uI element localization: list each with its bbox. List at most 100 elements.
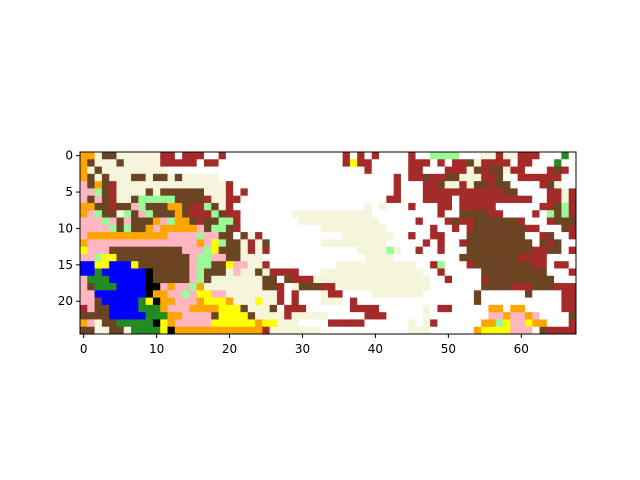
heatmap-cell bbox=[364, 166, 373, 175]
heatmap-cell bbox=[342, 268, 351, 277]
heatmap-cell bbox=[233, 297, 241, 306]
heatmap-cell bbox=[276, 290, 285, 298]
heatmap-cell bbox=[284, 246, 292, 255]
heatmap-cell bbox=[539, 275, 548, 284]
heatmap-cell bbox=[532, 181, 540, 189]
heatmap-cell bbox=[320, 152, 329, 160]
heatmap-cell bbox=[488, 253, 497, 262]
heatmap-cell bbox=[328, 173, 336, 182]
heatmap-cell bbox=[328, 297, 336, 306]
heatmap-cell bbox=[101, 239, 110, 248]
heatmap-cell bbox=[276, 181, 285, 189]
heatmap-cell bbox=[116, 319, 125, 328]
heatmap-cell bbox=[532, 159, 540, 167]
heatmap-cell bbox=[510, 246, 519, 255]
heatmap-cell bbox=[87, 195, 95, 204]
heatmap-cell bbox=[255, 181, 263, 189]
heatmap-cell bbox=[408, 188, 416, 197]
heatmap-cell bbox=[452, 210, 460, 218]
heatmap-cell bbox=[80, 326, 88, 335]
heatmap-cell bbox=[109, 181, 117, 189]
heatmap-cell bbox=[182, 173, 190, 182]
heatmap-cell bbox=[189, 261, 198, 269]
heatmap-cell bbox=[466, 188, 475, 197]
heatmap-cell bbox=[400, 297, 409, 306]
heatmap-cell bbox=[225, 202, 234, 211]
heatmap-cell bbox=[276, 152, 285, 160]
heatmap-cell bbox=[393, 319, 402, 328]
heatmap-cell bbox=[437, 312, 446, 320]
heatmap-cell bbox=[335, 159, 343, 167]
heatmap-cell bbox=[371, 290, 380, 298]
heatmap-cell bbox=[481, 188, 489, 197]
heatmap-cell bbox=[452, 173, 460, 182]
heatmap-cell bbox=[182, 304, 190, 313]
heatmap-cell bbox=[204, 181, 212, 189]
heatmap-cell bbox=[400, 239, 409, 248]
heatmap-cell bbox=[379, 224, 387, 233]
heatmap-cell bbox=[138, 224, 147, 233]
heatmap-cell bbox=[481, 152, 489, 160]
heatmap-cell bbox=[284, 268, 292, 277]
heatmap-cell bbox=[459, 268, 467, 277]
heatmap-cell bbox=[196, 304, 205, 313]
heatmap-cell bbox=[517, 202, 526, 211]
heatmap-cell bbox=[255, 195, 263, 204]
heatmap-cell bbox=[342, 210, 351, 218]
heatmap-cell bbox=[444, 297, 453, 306]
heatmap-cell bbox=[298, 290, 307, 298]
heatmap-cell bbox=[400, 304, 409, 313]
heatmap-cell bbox=[225, 188, 234, 197]
heatmap-cell bbox=[393, 181, 402, 189]
heatmap-cell bbox=[349, 217, 358, 226]
heatmap-cell bbox=[313, 202, 322, 211]
heatmap-cell bbox=[357, 152, 365, 160]
heatmap-cell bbox=[437, 181, 446, 189]
heatmap-cell bbox=[342, 239, 351, 248]
heatmap-cell bbox=[539, 319, 548, 328]
heatmap-cell bbox=[554, 275, 562, 284]
heatmap-cell bbox=[452, 239, 460, 248]
heatmap-cell bbox=[291, 246, 300, 255]
heatmap-cell bbox=[101, 326, 110, 335]
heatmap-cell bbox=[452, 283, 460, 291]
heatmap-cell bbox=[452, 312, 460, 320]
heatmap-cell bbox=[568, 217, 577, 226]
heatmap-cell bbox=[131, 290, 139, 298]
heatmap-cell bbox=[524, 290, 533, 298]
heatmap-cell bbox=[306, 319, 314, 328]
heatmap-cell bbox=[211, 188, 219, 197]
heatmap-cell bbox=[182, 297, 190, 306]
heatmap-cell bbox=[211, 224, 219, 233]
heatmap-cell bbox=[488, 232, 497, 240]
heatmap-cell bbox=[204, 166, 212, 175]
heatmap-cell bbox=[430, 290, 438, 298]
heatmap-cell bbox=[473, 173, 482, 182]
heatmap-cell bbox=[517, 195, 526, 204]
heatmap-cell bbox=[196, 232, 205, 240]
heatmap-cell bbox=[473, 283, 482, 291]
heatmap-cell bbox=[196, 239, 205, 248]
heatmap-cell bbox=[123, 297, 132, 306]
heatmap-cell bbox=[320, 210, 329, 218]
heatmap-cell bbox=[80, 268, 88, 277]
heatmap-cell bbox=[306, 297, 314, 306]
heatmap-cell bbox=[357, 181, 365, 189]
heatmap-cell bbox=[422, 224, 431, 233]
heatmap-cell bbox=[174, 166, 183, 175]
heatmap-cell bbox=[546, 319, 555, 328]
heatmap-cell bbox=[437, 224, 446, 233]
heatmap-cell bbox=[400, 152, 409, 160]
heatmap-cell bbox=[276, 297, 285, 306]
heatmap-cell bbox=[532, 224, 540, 233]
heatmap-cell bbox=[255, 173, 263, 182]
heatmap-cell bbox=[269, 261, 278, 269]
heatmap-cell bbox=[196, 173, 205, 182]
heatmap-cell bbox=[503, 319, 511, 328]
heatmap-cell bbox=[335, 224, 343, 233]
heatmap-cell bbox=[284, 152, 292, 160]
heatmap-cell bbox=[539, 268, 548, 277]
heatmap-cell bbox=[189, 246, 198, 255]
heatmap-cell bbox=[466, 261, 475, 269]
